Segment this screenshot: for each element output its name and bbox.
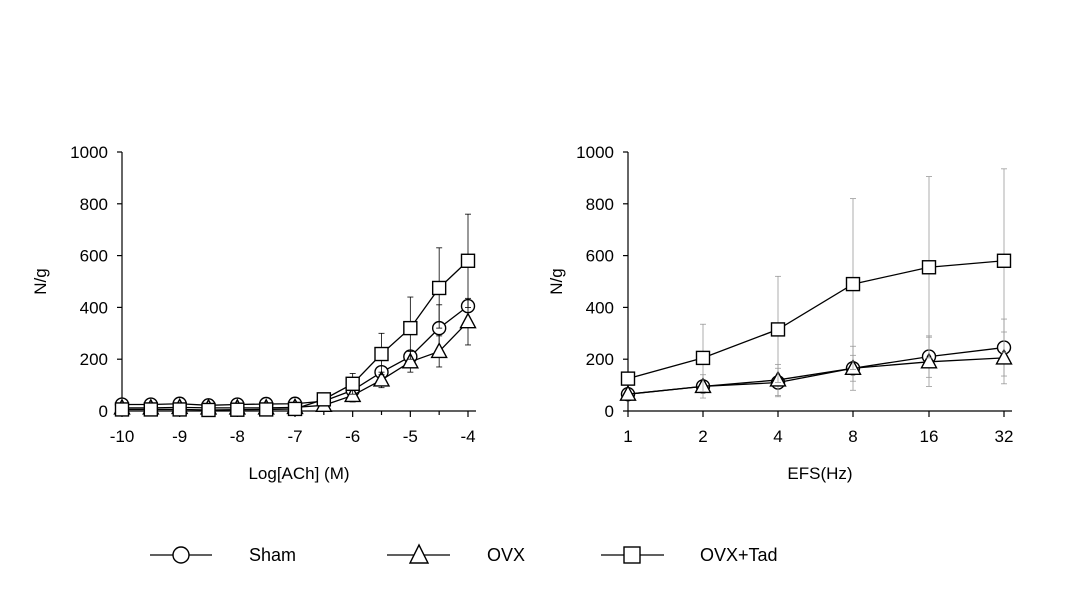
point-ovx-tad xyxy=(431,280,447,296)
point-ovx-tad xyxy=(114,402,130,417)
point-ovx-tad xyxy=(345,376,360,392)
point-ovx-tad xyxy=(374,346,389,362)
x-tick-label: 1 xyxy=(623,427,632,446)
legend-marker-circle xyxy=(172,546,190,564)
y-axis-title: N/g xyxy=(31,268,50,294)
series-ovx xyxy=(619,331,1013,401)
x-tick-label: -7 xyxy=(287,427,302,446)
point-ovx xyxy=(995,348,1013,365)
y-tick-label: 1000 xyxy=(576,143,614,162)
point-ovx-tad xyxy=(287,401,303,417)
point-ovx xyxy=(920,352,938,369)
x-tick-label: 8 xyxy=(848,427,857,446)
y-tick-label: 1000 xyxy=(70,143,108,162)
legend: Sham OVX OVX+Tad xyxy=(150,543,778,565)
y-tick-label: 600 xyxy=(586,247,614,266)
series-ovx-tad xyxy=(620,168,1012,392)
legend-item-ovx: OVX xyxy=(387,543,525,565)
legend-marker-square xyxy=(623,546,641,564)
point-ovx-tad xyxy=(403,320,418,336)
point-ovx xyxy=(430,341,448,359)
point-ovx-tad xyxy=(620,371,636,386)
series-line-ovx-tad xyxy=(627,260,1005,380)
y-tick-label: 800 xyxy=(586,195,614,214)
point-ovx-tad xyxy=(460,253,476,268)
point-ovx-tad xyxy=(921,260,937,275)
x-tick-label: -4 xyxy=(460,427,475,446)
point-ovx-tad xyxy=(172,402,187,417)
legend-label-ovx: OVX xyxy=(487,545,525,565)
y-tick-label: 0 xyxy=(99,402,108,421)
x-tick-label: -5 xyxy=(403,427,418,446)
ach-response-chart: 0 200 400 600 800 1000 -10 -9 -8 -7 -6 -5 -4 Log[ACh]… xyxy=(31,143,477,483)
legend-item-ovx-tad: OVX+Tad xyxy=(601,545,778,565)
series-ovx-tad xyxy=(114,213,476,418)
legend-marker-triangle xyxy=(408,543,430,564)
y-tick-label: 400 xyxy=(80,298,108,317)
point-ovx-tad xyxy=(770,322,786,337)
point-ovx xyxy=(619,384,637,401)
point-ovx xyxy=(372,370,391,387)
point-ovx-tad xyxy=(316,392,332,407)
series-line-sham xyxy=(627,346,1005,395)
y-tick-label: 400 xyxy=(586,298,614,317)
point-ovx xyxy=(459,312,477,329)
x-tick-label: 32 xyxy=(995,427,1014,446)
x-tick-label: -9 xyxy=(172,427,187,446)
x-tick-label: 4 xyxy=(773,427,782,446)
x-axis-title: EFS(Hz) xyxy=(787,464,852,483)
y-tick-label: 200 xyxy=(586,350,614,369)
x-tick-label: -10 xyxy=(110,427,135,446)
efs-response-chart: 0 200 400 600 800 1000 1 2 4 8 16 32 EFS(Hz) N/g xyxy=(547,143,1013,483)
x-tick-label: -8 xyxy=(230,427,245,446)
y-tick-label: 600 xyxy=(80,247,108,266)
x-tick-label: 16 xyxy=(920,427,939,446)
series-line-ovx-tad xyxy=(122,260,469,411)
y-tick-label: 800 xyxy=(80,195,108,214)
series-line-ovx xyxy=(627,357,1005,395)
legend-label-ovx-tad: OVX+Tad xyxy=(700,545,778,565)
point-ovx xyxy=(401,352,420,369)
legend-item-sham: Sham xyxy=(150,545,296,565)
point-ovx-tad xyxy=(201,402,216,418)
point-ovx-tad xyxy=(695,350,711,366)
y-tick-label: 0 xyxy=(605,402,614,421)
y-tick-label: 200 xyxy=(80,350,108,369)
point-ovx-tad xyxy=(258,402,274,417)
x-tick-label: 2 xyxy=(698,427,707,446)
point-ovx-tad xyxy=(845,276,861,292)
legend-label-sham: Sham xyxy=(249,545,296,565)
x-axis-title: Log[ACh] (M) xyxy=(248,464,349,483)
series-sham xyxy=(114,298,476,413)
point-ovx-tad xyxy=(996,253,1012,268)
x-tick-label: -6 xyxy=(345,427,360,446)
y-axis-title: N/g xyxy=(547,268,566,294)
point-ovx-tad xyxy=(143,402,159,417)
point-ovx-tad xyxy=(230,402,245,417)
